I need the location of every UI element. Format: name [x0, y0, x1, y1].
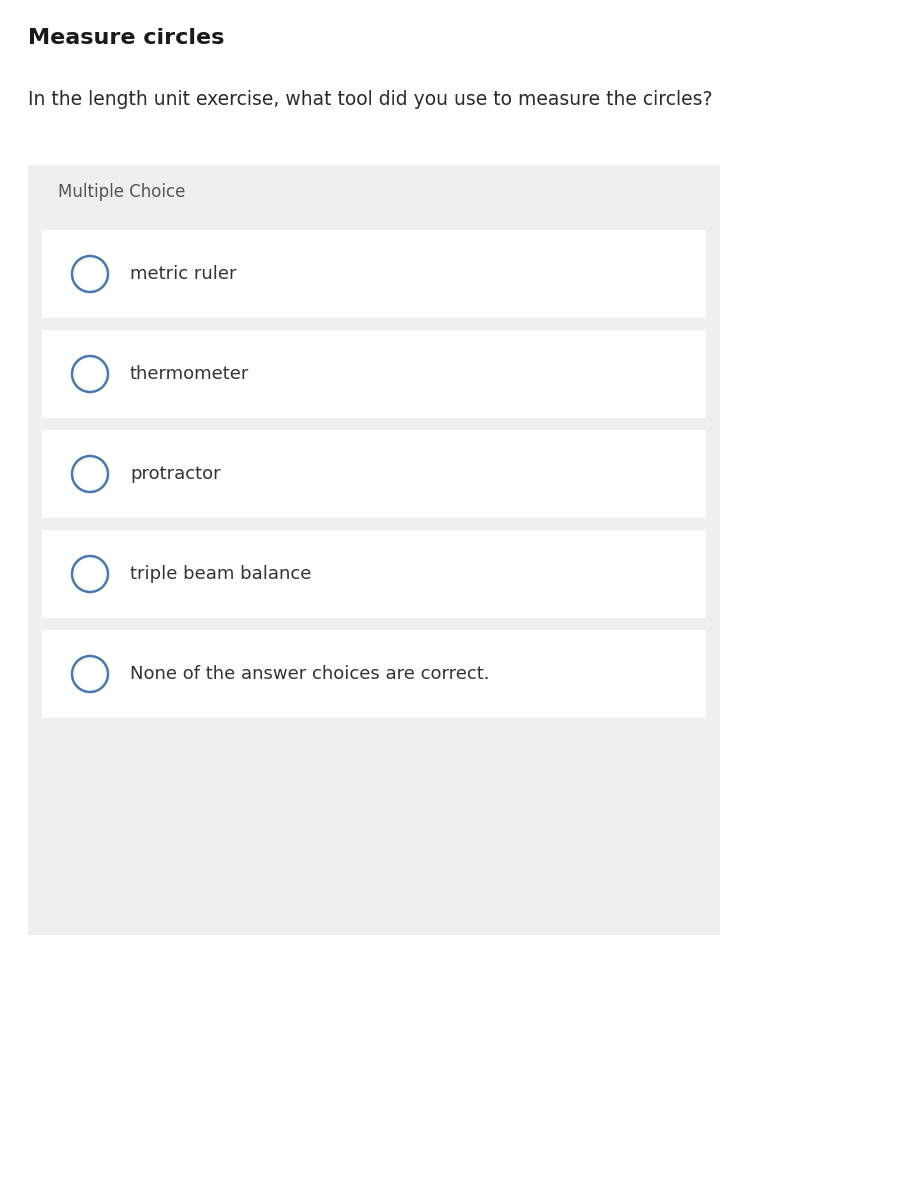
FancyBboxPatch shape	[42, 530, 706, 618]
FancyBboxPatch shape	[42, 630, 706, 718]
Text: protractor: protractor	[130, 464, 221, 482]
FancyBboxPatch shape	[42, 430, 706, 518]
Text: Measure circles: Measure circles	[28, 28, 224, 48]
FancyBboxPatch shape	[42, 230, 706, 318]
Text: metric ruler: metric ruler	[130, 265, 237, 283]
Text: In the length unit exercise, what tool did you use to measure the circles?: In the length unit exercise, what tool d…	[28, 90, 712, 109]
Text: triple beam balance: triple beam balance	[130, 565, 311, 583]
FancyBboxPatch shape	[28, 164, 720, 935]
Text: thermometer: thermometer	[130, 365, 249, 383]
FancyBboxPatch shape	[42, 330, 706, 418]
Text: Multiple Choice: Multiple Choice	[58, 182, 186, 200]
Text: None of the answer choices are correct.: None of the answer choices are correct.	[130, 665, 490, 683]
